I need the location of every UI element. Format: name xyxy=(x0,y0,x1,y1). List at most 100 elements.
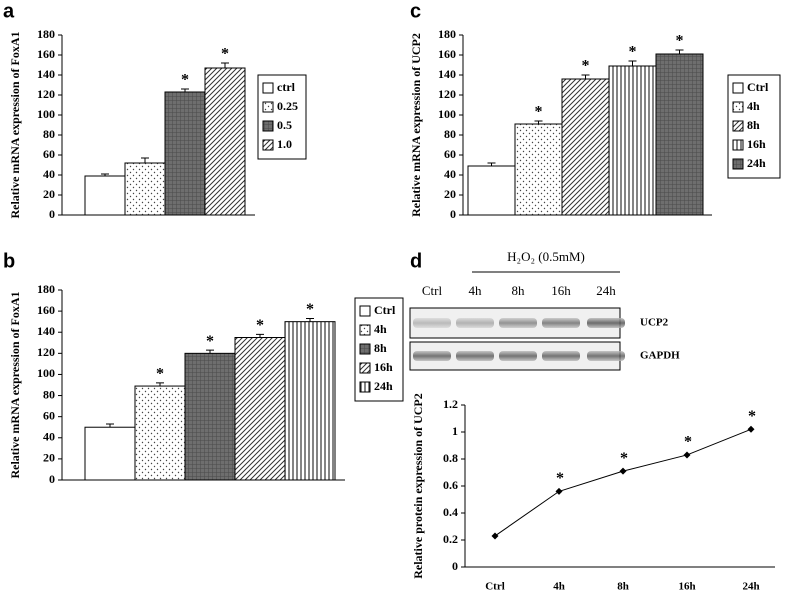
legend-label: 0.25 xyxy=(277,99,298,113)
panel-letter: a xyxy=(3,0,15,22)
y-tick-label: 60 xyxy=(43,147,55,161)
significance-mark: * xyxy=(582,58,590,75)
y-tick-label: 180 xyxy=(37,282,55,296)
legend-swatch xyxy=(262,139,274,151)
y-tick-label: 160 xyxy=(37,303,55,317)
panel-letter: b xyxy=(3,250,15,272)
point xyxy=(747,425,755,433)
legend-label: Ctrl xyxy=(374,303,396,317)
error-bar xyxy=(106,423,114,428)
x-tick-label: 16h xyxy=(678,581,695,592)
bar xyxy=(467,165,516,216)
lane-label: 24h xyxy=(596,283,616,298)
bar xyxy=(164,91,206,216)
legend-swatch xyxy=(732,101,744,113)
significance-mark: * xyxy=(684,434,692,451)
legend-label: 24h xyxy=(374,379,393,393)
y-tick-label: 120 xyxy=(37,345,55,359)
significance-mark: * xyxy=(181,72,189,89)
y-tick-label: 120 xyxy=(37,87,55,101)
y-tick-label: 20 xyxy=(43,187,55,201)
error-bar xyxy=(101,173,109,176)
significance-mark: * xyxy=(748,408,756,425)
legend-swatch xyxy=(262,82,274,94)
x-tick-label: 8h xyxy=(617,581,629,592)
significance-mark: * xyxy=(535,104,543,121)
line xyxy=(494,428,752,537)
blot-band xyxy=(413,318,451,328)
error-bar xyxy=(534,120,543,124)
y-tick-label: 0.4 xyxy=(443,505,458,519)
y-tick-label: 1.2 xyxy=(443,397,458,411)
legend-label: 0.5 xyxy=(277,118,292,132)
lane-label: 8h xyxy=(512,283,526,298)
legend-label: 4h xyxy=(374,322,387,336)
y-tick-label: 100 xyxy=(37,366,55,380)
point xyxy=(683,451,691,459)
x-tick-label: 4h xyxy=(553,581,565,592)
lane-label: Ctrl xyxy=(422,283,443,298)
legend-label: ctrl xyxy=(277,80,296,94)
error-bar xyxy=(675,49,684,54)
y-tick-label: 0 xyxy=(452,559,458,573)
y-tick-label: 20 xyxy=(444,187,456,201)
panel-letter: d xyxy=(410,250,422,272)
legend-label: 16h xyxy=(747,137,766,151)
y-tick-label: 40 xyxy=(43,430,55,444)
y-tick-label: 40 xyxy=(43,167,55,181)
y-axis-label: Relative protein expression of UCP2 xyxy=(411,393,425,579)
blot-band xyxy=(413,351,451,361)
y-tick-label: 20 xyxy=(43,451,55,465)
y-tick-label: 140 xyxy=(37,324,55,338)
x-tick-label: 24h xyxy=(742,581,759,592)
x-tick-label: Ctrl xyxy=(485,581,505,592)
point xyxy=(619,467,627,475)
y-tick-label: 60 xyxy=(444,147,456,161)
legend-swatch xyxy=(262,101,274,113)
y-axis-label: Relative mRNA expression of FoxA1 xyxy=(8,291,22,478)
y-tick-label: 0.6 xyxy=(443,478,458,492)
bar xyxy=(514,123,563,216)
error-bar xyxy=(206,349,214,354)
band-label: GAPDH xyxy=(640,350,680,362)
legend-label: 16h xyxy=(374,360,393,374)
legend-swatch xyxy=(732,139,744,151)
error-bar xyxy=(487,162,496,166)
bar xyxy=(134,385,186,481)
blot-band xyxy=(456,318,494,328)
significance-mark: * xyxy=(556,470,564,487)
significance-mark: * xyxy=(221,46,229,63)
y-tick-label: 140 xyxy=(37,67,55,81)
point xyxy=(491,532,499,540)
legend-swatch xyxy=(359,362,371,374)
legend-swatch xyxy=(262,120,274,132)
bar xyxy=(204,67,246,216)
error-bar xyxy=(181,88,189,92)
legend-label: 8h xyxy=(747,118,760,132)
legend-swatch xyxy=(732,82,744,94)
y-tick-label: 80 xyxy=(444,127,456,141)
lane-label: 16h xyxy=(551,283,571,298)
y-tick-label: 160 xyxy=(438,47,456,61)
bar xyxy=(234,337,286,481)
legend-swatch xyxy=(732,120,744,132)
treatment-label: H₂O₂ (0.5mM) xyxy=(507,249,585,264)
bar xyxy=(184,352,236,481)
error-bar xyxy=(141,157,149,163)
bar xyxy=(561,78,610,216)
bar xyxy=(655,53,704,216)
y-axis-label: Relative mRNA expression of UCP2 xyxy=(409,33,423,217)
bar xyxy=(124,162,166,216)
y-tick-label: 0 xyxy=(450,207,456,221)
error-bar xyxy=(256,333,264,338)
blot-band xyxy=(587,318,625,328)
y-tick-label: 140 xyxy=(438,67,456,81)
legend-swatch xyxy=(732,158,744,170)
legend-label: Ctrl xyxy=(747,80,769,94)
legend-label: 8h xyxy=(374,341,387,355)
bar xyxy=(284,321,336,481)
error-bar xyxy=(221,62,229,68)
y-tick-label: 60 xyxy=(43,408,55,422)
y-tick-label: 80 xyxy=(43,387,55,401)
